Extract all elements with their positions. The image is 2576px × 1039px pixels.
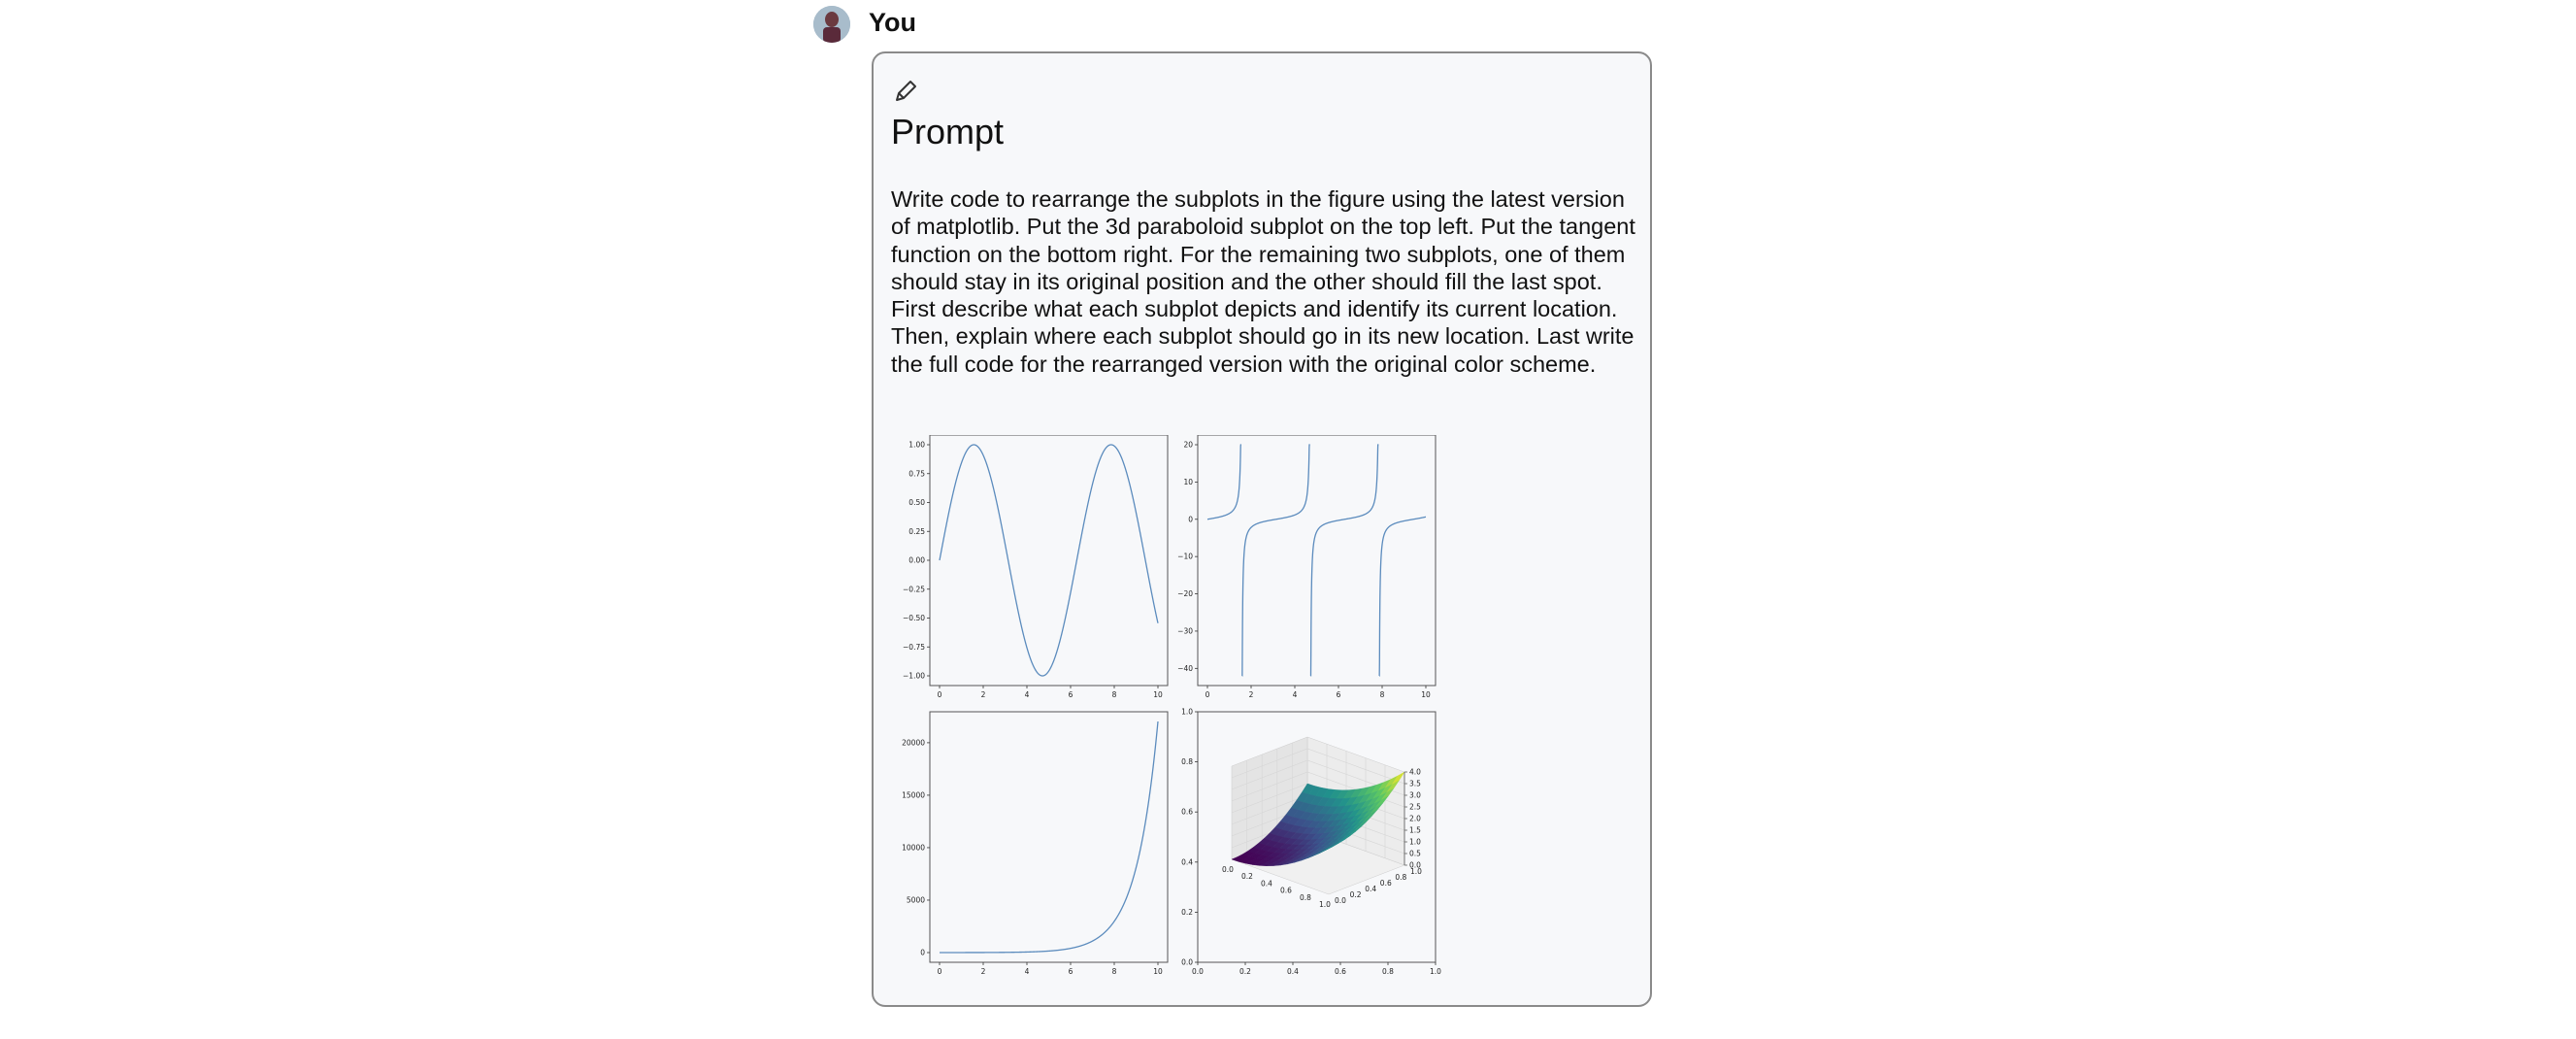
x3d-tick-label: 0.2: [1241, 872, 1253, 881]
outer-y-tick-label: 0.8: [1181, 757, 1193, 766]
z3d-tick-label: 3.0: [1409, 791, 1421, 800]
x-tick-label: 10: [1153, 967, 1163, 976]
y-tick-label: −0.75: [903, 643, 925, 652]
avatar: [813, 6, 850, 43]
grid-line: [1231, 759, 1405, 796]
surface-patch: [1321, 845, 1335, 853]
z3d-tick-label: 2.0: [1409, 815, 1421, 823]
y-tick-label: −20: [1177, 589, 1193, 598]
y-tick-label: 1.00: [908, 441, 925, 450]
y-tick-label: 10: [1183, 478, 1193, 486]
x-tick-label: 10: [1153, 690, 1163, 699]
y3d-tick-label: 0.6: [1380, 879, 1392, 888]
outer-y-tick-label: 0.4: [1181, 857, 1193, 866]
x3d-tick-label: 0.0: [1222, 865, 1234, 874]
x-tick-label: 0: [938, 967, 942, 976]
x-tick-label: 6: [1069, 967, 1073, 976]
pencil-icon[interactable]: [891, 77, 920, 106]
x-tick-label: 0: [1205, 690, 1210, 699]
y3d-tick-label: 0.4: [1365, 885, 1376, 893]
y-tick-label: 20000: [902, 738, 925, 747]
x-tick-label: 4: [1025, 967, 1030, 976]
x-tick-label: 0: [938, 690, 942, 699]
x-tick-label: 8: [1112, 967, 1117, 976]
z3d-tick-label: 3.5: [1409, 780, 1421, 788]
x3d-tick-label: 1.0: [1319, 900, 1331, 909]
x-tick-label: 8: [1112, 690, 1117, 699]
y3d-tick-label: 0.2: [1350, 890, 1362, 899]
x-tick-label: 2: [1249, 690, 1254, 699]
outer-y-tick-label: 1.0: [1181, 708, 1193, 717]
y-tick-label: −40: [1177, 664, 1193, 673]
x-tick-label: 6: [1337, 690, 1341, 699]
y3d-tick-label: 0.8: [1395, 873, 1406, 882]
panel-frame-top-left: [929, 435, 1169, 687]
y-tick-label: 0.25: [908, 527, 925, 536]
z3d-tick-label: 0.0: [1409, 861, 1421, 870]
y-tick-label: −0.50: [903, 614, 925, 622]
outer-y-tick-label: 0.0: [1181, 958, 1193, 967]
y-tick-label: 0: [1188, 515, 1193, 523]
x3d-tick-label: 0.8: [1300, 893, 1311, 902]
z3d-tick-label: 0.5: [1409, 850, 1421, 858]
x-tick-label: 4: [1025, 690, 1030, 699]
x3d-tick-label: 0.4: [1261, 879, 1272, 888]
prompt-text: Write code to rearrange the subplots in …: [891, 186, 1635, 377]
panel-frame-top-right: [1197, 435, 1437, 687]
y-tick-label: 20: [1183, 441, 1193, 450]
panel-frame-bottom-right: [1197, 711, 1437, 963]
x-tick-label: 10: [1421, 690, 1431, 699]
panel-frame-bottom-left: [929, 711, 1169, 963]
x-tick-label: 2: [981, 967, 986, 976]
y3d-tick-label: 0.0: [1335, 896, 1346, 905]
y-tick-label: 5000: [907, 895, 925, 904]
y-tick-label: −30: [1177, 626, 1193, 635]
outer-x-tick-label: 0.2: [1239, 967, 1251, 976]
username: You: [869, 8, 916, 37]
z3d-tick-label: 1.0: [1409, 838, 1421, 847]
z3d-tick-label: 2.5: [1409, 803, 1421, 812]
y-tick-label: −10: [1177, 553, 1193, 561]
z3d-tick-label: 4.0: [1409, 768, 1421, 777]
z3d-tick-label: 1.5: [1409, 826, 1421, 835]
y-tick-label: 0: [920, 949, 925, 957]
y3d-tick-label: 1.0: [1410, 867, 1422, 876]
x-tick-label: 6: [1069, 690, 1073, 699]
outer-x-tick-label: 0.0: [1192, 967, 1204, 976]
card-title: Prompt: [891, 112, 1005, 151]
series-line-tanx: [1206, 444, 1427, 677]
subplots-figure: 0 2 4 6 8 101.000.750.500.250.00−0.25−0.50−0.…: [902, 435, 1441, 976]
outer-x-tick-label: 0.8: [1382, 967, 1394, 976]
x-tick-label: 4: [1293, 690, 1298, 699]
series-line-expx: [940, 721, 1159, 954]
outer-y-tick-label: 0.6: [1181, 808, 1193, 817]
y-tick-label: −0.25: [903, 585, 925, 593]
outer-x-tick-label: 0.4: [1287, 967, 1299, 976]
y-tick-label: 15000: [902, 790, 925, 799]
outer-y-tick-label: 0.2: [1181, 908, 1193, 917]
y-tick-label: 0.50: [908, 498, 925, 507]
y-tick-label: 0.75: [908, 469, 925, 478]
y-tick-label: −1.00: [903, 672, 925, 681]
prompt-card: Prompt Write code to rearrange the subpl…: [872, 51, 1652, 1007]
grid-line: [1231, 748, 1405, 785]
x-tick-label: 8: [1380, 690, 1385, 699]
y-tick-label: 0.00: [908, 556, 925, 565]
outer-x-tick-label: 1.0: [1430, 967, 1441, 976]
outer-x-tick-label: 0.6: [1335, 967, 1346, 976]
y-tick-label: 10000: [902, 843, 925, 852]
x3d-tick-label: 0.6: [1280, 887, 1292, 895]
series-line-sinx: [939, 444, 1159, 677]
x-tick-label: 2: [981, 690, 986, 699]
